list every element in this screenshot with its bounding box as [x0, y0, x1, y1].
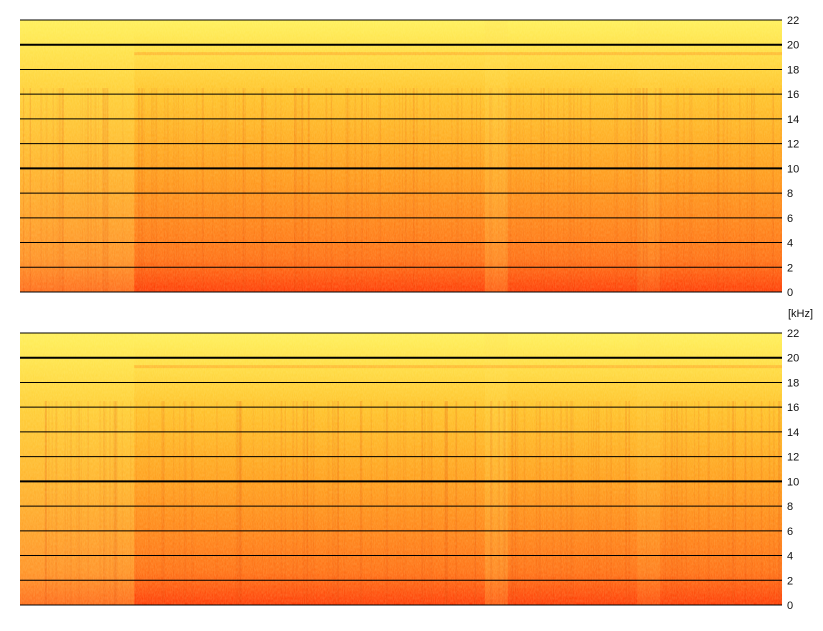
- bottom-channel-tick-label-18: 18: [787, 377, 799, 389]
- top-channel-tick-label-20: 20: [787, 40, 799, 52]
- bottom-channel-grain: [20, 333, 782, 605]
- top-channel-tick-label-4: 4: [787, 238, 793, 250]
- top-channel-tick-label-12: 12: [787, 139, 799, 151]
- bottom-channel-panel: 0 2 4 6 8 10 12 14 16 18 20 22: [20, 328, 799, 612]
- bottom-channel-tick-label-0: 0: [787, 600, 793, 612]
- top-channel-tick-label-10: 10: [787, 163, 799, 175]
- bottom-channel-tick-label-20: 20: [787, 353, 799, 365]
- top-channel-tick-label-6: 6: [787, 213, 793, 225]
- top-channel-grain: [20, 20, 782, 292]
- bottom-channel-tick-label-22: 22: [787, 328, 799, 340]
- top-channel-tick-label-18: 18: [787, 64, 799, 76]
- bottom-channel-tick-label-8: 8: [787, 501, 793, 513]
- bottom-channel-tick-label-16: 16: [787, 402, 799, 414]
- bottom-channel-tick-label-12: 12: [787, 452, 799, 464]
- bottom-channel-tick-label-6: 6: [787, 526, 793, 538]
- bottom-channel-tick-label-14: 14: [787, 427, 799, 439]
- bottom-channel-tick-label-10: 10: [787, 476, 799, 488]
- bottom-channel-tick-label-2: 2: [787, 575, 793, 587]
- top-channel-tick-label-2: 2: [787, 262, 793, 274]
- unit-label: [kHz]: [788, 308, 813, 320]
- top-channel-tick-label-22: 22: [787, 15, 799, 27]
- top-channel-tick-label-14: 14: [787, 114, 799, 126]
- top-channel-tick-label-8: 8: [787, 188, 793, 200]
- bottom-channel-tick-label-4: 4: [787, 551, 793, 563]
- top-channel-panel: 0 2 4 6 8 10 12 14 16 18 20 22: [20, 15, 799, 299]
- top-channel-tick-label-16: 16: [787, 89, 799, 101]
- top-channel-tick-label-0: 0: [787, 287, 793, 299]
